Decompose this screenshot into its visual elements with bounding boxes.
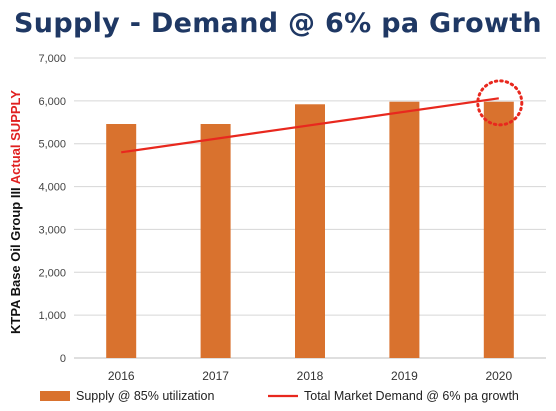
demand-line	[121, 97, 499, 154]
chart-title: Supply - Demand @ 6% pa Growth	[14, 8, 542, 39]
highlight-circle	[476, 79, 524, 127]
y-axis-label: KTPA Base Oil Group III Actual SUPPLY	[8, 90, 23, 334]
legend-label-demand: Total Market Demand @ 6% pa growth	[304, 389, 519, 403]
bar	[295, 104, 325, 359]
x-tick-label: 2017	[202, 369, 229, 383]
x-tick-label: 2019	[391, 369, 418, 383]
bar	[200, 124, 231, 358]
y-tick-label: 3,000	[38, 224, 66, 236]
y-tick-label: 4,000	[38, 182, 66, 194]
y-tick-label: 2,000	[38, 267, 66, 279]
bars	[106, 101, 514, 359]
annotation-group	[476, 79, 524, 127]
x-tick-label: 2016	[108, 369, 135, 383]
y-axis-title-highlight: Actual SUPPLY	[8, 90, 23, 184]
y-tick-label: 6,000	[38, 96, 66, 108]
legend-label-supply: Supply @ 85% utilization	[76, 389, 215, 403]
x-axis-ticks: 2016 2017 2018 2019 2020	[108, 369, 513, 383]
legend: Supply @ 85% utilization Total Market Dem…	[40, 389, 519, 403]
y-tick-label: 0	[60, 353, 66, 365]
bar	[483, 101, 514, 358]
x-tick-label: 2020	[485, 369, 512, 383]
bar	[106, 124, 137, 358]
legend-swatch-bar	[40, 391, 70, 401]
y-axis-title: KTPA Base Oil Group III Actual SUPPLY	[8, 90, 23, 334]
y-tick-label: 7,000	[38, 53, 66, 65]
y-axis-title-main: KTPA Base Oil Group III	[8, 184, 23, 334]
y-tick-label: 1,000	[38, 310, 66, 322]
bar	[389, 101, 420, 358]
demand-line-group	[121, 97, 499, 154]
x-tick-label: 2018	[297, 369, 324, 383]
y-axis-ticks: 0 1,000 2,000 3,000 4,000 5,000 6,000 7,000	[38, 53, 66, 365]
y-tick-label: 5,000	[38, 139, 66, 151]
